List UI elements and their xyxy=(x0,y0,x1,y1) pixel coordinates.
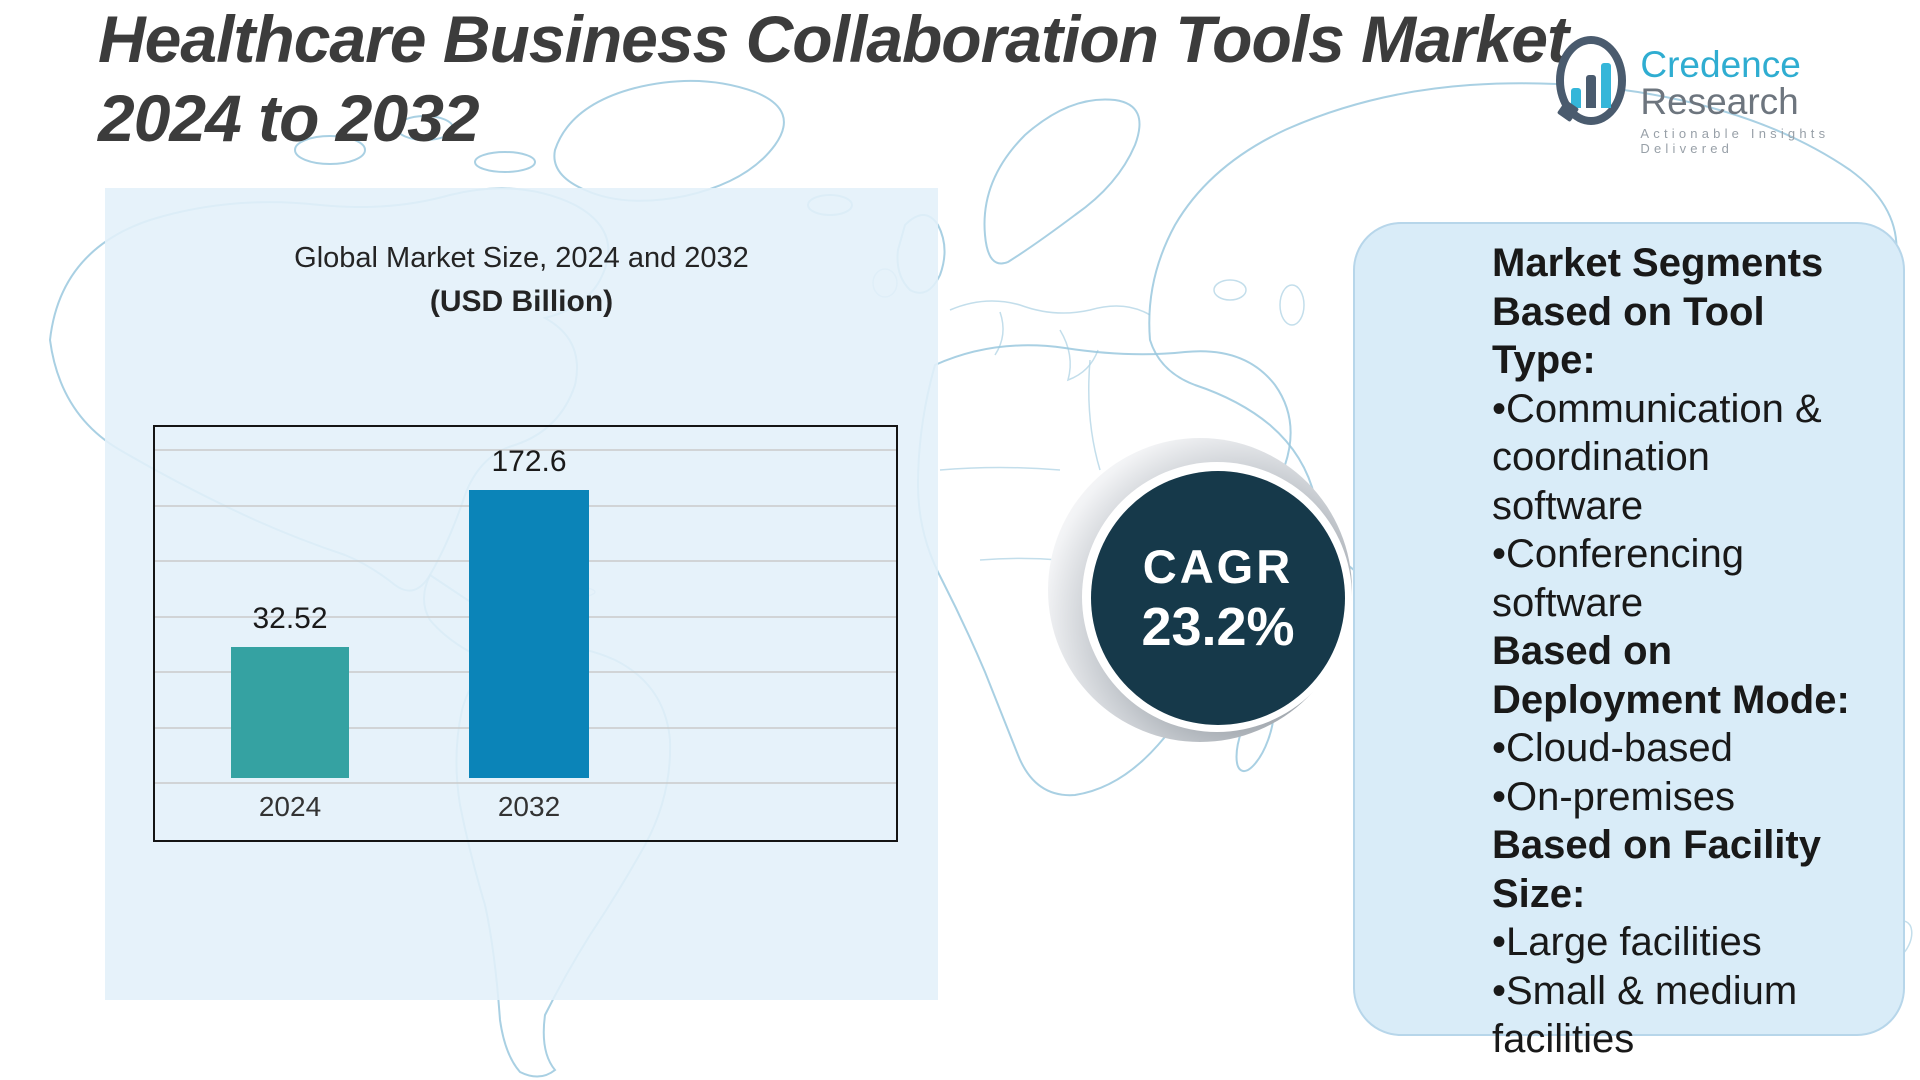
segment-item-line: •Communication & xyxy=(1492,386,1822,431)
segment-heading-line: Deployment Mode: xyxy=(1492,677,1850,722)
segment-item-line: software xyxy=(1492,483,1644,528)
bar-value-2032: 172.6 xyxy=(491,445,567,478)
segment-item-line: software xyxy=(1492,580,1644,625)
segment-heading-line: Based on Facility xyxy=(1492,823,1821,867)
logo-brand: Credence Research xyxy=(1640,46,1920,120)
segment-item-line: •Small & medium xyxy=(1492,968,1798,1013)
segment-heading-line: Based on xyxy=(1492,629,1673,673)
logo-brand-secondary: Research xyxy=(1640,81,1799,122)
segment-item-line: •On-premises xyxy=(1492,774,1735,819)
bar-value-2024: 32.52 xyxy=(252,602,328,635)
chart-heading: Global Market Size, 2024 and 2032 (USD B… xyxy=(105,242,938,319)
page-title-line1: Healthcare Business Collaboration Tools … xyxy=(98,2,1586,76)
segment-item-line: •Conferencing xyxy=(1492,532,1744,576)
logo-brand-primary: Credence xyxy=(1640,44,1801,85)
chart-title: Global Market Size, 2024 and 2032 xyxy=(294,242,749,274)
logo-text: Credence Research Actionable Insights De… xyxy=(1640,36,1920,156)
credence-research-logo: Credence Research Actionable Insights De… xyxy=(1556,36,1920,156)
logo-tagline: Actionable Insights Delivered xyxy=(1640,126,1830,156)
market-segments-panel: Market Segments Based on Tool Type: •Commu… xyxy=(1353,222,1905,1061)
gridline xyxy=(155,782,896,784)
bar-category-2032: 2032 xyxy=(497,791,561,822)
page-title: Healthcare Business Collaboration Tools … xyxy=(98,0,1586,158)
segment-item-line: facilities xyxy=(1492,1017,1635,1061)
gridline xyxy=(155,449,896,451)
cagr-value: 23.2% xyxy=(1141,596,1295,657)
segment-heading-line: Based on Tool Type: xyxy=(1492,289,1765,383)
cagr-label: CAGR xyxy=(1142,539,1294,593)
bar-category-2024: 2024 xyxy=(258,791,322,822)
page-title-line2: 2024 to 2032 xyxy=(98,81,480,156)
segment-heading-line: Size: xyxy=(1492,871,1586,916)
segment-item-line: coordination xyxy=(1492,435,1710,479)
bar-2032 xyxy=(469,490,589,778)
logo-bar-chart-bubble-icon xyxy=(1556,36,1627,125)
cagr-badge: CAGR 23.2% xyxy=(1091,471,1345,725)
bar-2024 xyxy=(231,647,349,778)
segment-item-line: •Large facilities xyxy=(1492,920,1762,964)
segment-item-line: •Cloud-based xyxy=(1492,726,1733,770)
chart-subtitle: (USD Billion) xyxy=(429,285,614,318)
segment-heading-line: Market Segments xyxy=(1492,241,1824,285)
bar-chart: 32.52 2024 172.6 2032 xyxy=(153,425,898,842)
